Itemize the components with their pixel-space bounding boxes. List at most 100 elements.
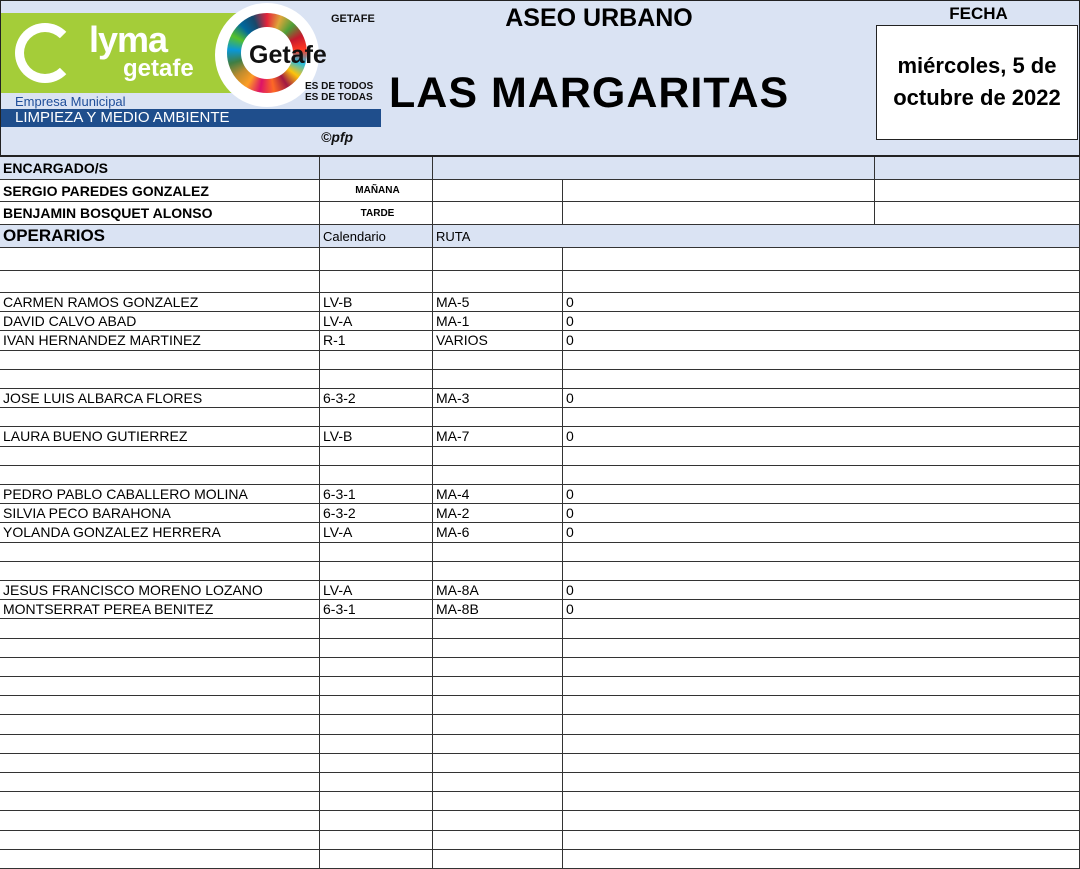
operario-name[interactable] xyxy=(0,657,320,676)
encargado-shift[interactable]: MAÑANA xyxy=(320,180,433,201)
operario-name[interactable] xyxy=(0,561,320,580)
operario-calendar[interactable] xyxy=(320,811,433,830)
operario-route[interactable] xyxy=(433,734,563,753)
operario-calendar[interactable]: LV-A xyxy=(320,523,433,542)
operario-calendar[interactable]: 6-3-2 xyxy=(320,389,433,408)
operario-value[interactable]: 0 xyxy=(563,331,1080,350)
operario-name[interactable] xyxy=(0,677,320,696)
operario-route[interactable] xyxy=(433,849,563,868)
operario-calendar[interactable] xyxy=(320,657,433,676)
operario-route[interactable] xyxy=(433,446,563,465)
operario-calendar[interactable] xyxy=(320,830,433,849)
operario-route[interactable] xyxy=(433,465,563,484)
operario-calendar[interactable] xyxy=(320,792,433,811)
operario-calendar[interactable]: 6-3-2 xyxy=(320,504,433,523)
operario-route[interactable]: MA-8A xyxy=(433,581,563,600)
operario-name[interactable] xyxy=(0,446,320,465)
operario-value[interactable]: 0 xyxy=(563,485,1080,504)
operario-name[interactable]: DAVID CALVO ABAD xyxy=(0,312,320,331)
operario-value[interactable] xyxy=(563,696,1080,715)
operario-calendar[interactable]: LV-A xyxy=(320,581,433,600)
operario-name[interactable]: LAURA BUENO GUTIERREZ xyxy=(0,427,320,446)
operario-name[interactable] xyxy=(0,830,320,849)
operario-value[interactable] xyxy=(563,657,1080,676)
operario-route[interactable]: MA-3 xyxy=(433,389,563,408)
operario-value[interactable] xyxy=(563,773,1080,792)
operario-route[interactable] xyxy=(433,811,563,830)
operario-name[interactable] xyxy=(0,773,320,792)
operario-value[interactable] xyxy=(563,270,1080,292)
operario-calendar[interactable]: 6-3-1 xyxy=(320,600,433,619)
operario-value[interactable] xyxy=(563,248,1080,270)
operario-value[interactable]: 0 xyxy=(563,504,1080,523)
operario-route[interactable] xyxy=(433,638,563,657)
operario-calendar[interactable] xyxy=(320,734,433,753)
operario-value[interactable] xyxy=(563,369,1080,388)
operario-calendar[interactable] xyxy=(320,677,433,696)
operario-value[interactable] xyxy=(563,677,1080,696)
operario-value[interactable]: 0 xyxy=(563,293,1080,312)
operario-route[interactable] xyxy=(433,773,563,792)
operario-name[interactable] xyxy=(0,811,320,830)
operario-name[interactable] xyxy=(0,408,320,427)
operario-value[interactable] xyxy=(563,542,1080,561)
operario-calendar[interactable] xyxy=(320,849,433,868)
operario-name[interactable] xyxy=(0,542,320,561)
operario-value[interactable] xyxy=(563,350,1080,369)
operario-value[interactable] xyxy=(563,792,1080,811)
operario-calendar[interactable] xyxy=(320,369,433,388)
operario-value[interactable]: 0 xyxy=(563,427,1080,446)
operario-name[interactable] xyxy=(0,465,320,484)
operario-name[interactable] xyxy=(0,734,320,753)
operario-name[interactable] xyxy=(0,696,320,715)
operario-calendar[interactable]: 6-3-1 xyxy=(320,485,433,504)
operario-name[interactable]: MONTSERRAT PEREA BENITEZ xyxy=(0,600,320,619)
operario-name[interactable]: SILVIA PECO BARAHONA xyxy=(0,504,320,523)
operario-route[interactable] xyxy=(433,270,563,292)
operario-calendar[interactable] xyxy=(320,350,433,369)
operario-route[interactable] xyxy=(433,830,563,849)
operario-calendar[interactable]: LV-B xyxy=(320,293,433,312)
operario-name[interactable]: JOSE LUIS ALBARCA FLORES xyxy=(0,389,320,408)
operario-name[interactable] xyxy=(0,753,320,772)
operario-route[interactable] xyxy=(433,248,563,270)
operario-value[interactable] xyxy=(563,849,1080,868)
operario-calendar[interactable] xyxy=(320,773,433,792)
operario-calendar[interactable] xyxy=(320,465,433,484)
operario-value[interactable] xyxy=(563,561,1080,580)
operario-value[interactable] xyxy=(563,830,1080,849)
operario-name[interactable] xyxy=(0,849,320,868)
operario-name[interactable] xyxy=(0,369,320,388)
operario-value[interactable] xyxy=(563,619,1080,638)
operario-name[interactable]: IVAN HERNANDEZ MARTINEZ xyxy=(0,331,320,350)
operario-route[interactable] xyxy=(433,619,563,638)
operario-name[interactable] xyxy=(0,248,320,270)
operario-route[interactable] xyxy=(433,542,563,561)
operario-calendar[interactable]: LV-B xyxy=(320,427,433,446)
operario-route[interactable] xyxy=(433,657,563,676)
operario-value[interactable]: 0 xyxy=(563,389,1080,408)
operario-value[interactable]: 0 xyxy=(563,600,1080,619)
operario-calendar[interactable]: LV-A xyxy=(320,312,433,331)
operario-route[interactable]: MA-1 xyxy=(433,312,563,331)
operario-name[interactable]: JESUS FRANCISCO MORENO LOZANO xyxy=(0,581,320,600)
operario-route[interactable] xyxy=(433,792,563,811)
operario-calendar[interactable] xyxy=(320,446,433,465)
operario-value[interactable]: 0 xyxy=(563,312,1080,331)
operario-route[interactable] xyxy=(433,715,563,734)
operario-name[interactable]: PEDRO PABLO CABALLERO MOLINA xyxy=(0,485,320,504)
operario-value[interactable] xyxy=(563,753,1080,772)
operario-calendar[interactable] xyxy=(320,408,433,427)
operario-calendar[interactable] xyxy=(320,561,433,580)
encargado-shift[interactable]: TARDE xyxy=(320,202,433,224)
operario-value[interactable] xyxy=(563,465,1080,484)
operario-route[interactable]: MA-7 xyxy=(433,427,563,446)
operario-route[interactable]: MA-8B xyxy=(433,600,563,619)
operario-route[interactable] xyxy=(433,561,563,580)
operario-route[interactable]: MA-6 xyxy=(433,523,563,542)
operario-name[interactable] xyxy=(0,350,320,369)
encargado-name[interactable]: BENJAMIN BOSQUET ALONSO xyxy=(0,202,320,224)
operario-value[interactable] xyxy=(563,638,1080,657)
operario-name[interactable] xyxy=(0,638,320,657)
operario-calendar[interactable] xyxy=(320,542,433,561)
